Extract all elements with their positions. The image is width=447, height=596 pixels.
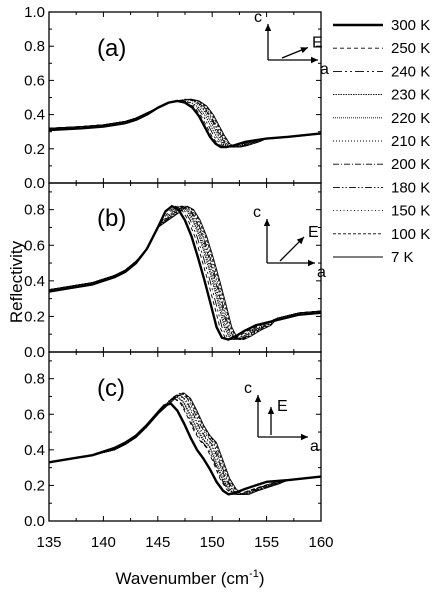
a-axis-label-panel1: a (320, 61, 329, 78)
y-tick-label-panel3: 0.2 (24, 477, 45, 494)
series-line-panel2-7k (48, 205, 322, 340)
y-tick-label-panel3: 0.8 (24, 371, 45, 388)
series-line-panel3-7k (48, 392, 322, 495)
legend-label-230k: 230 K (391, 87, 430, 104)
y-tick-label-panel1: 0.4 (24, 107, 45, 124)
series-line-panel1-220k (48, 98, 322, 148)
y-tick-label-panel1: 0.2 (24, 141, 45, 158)
y-tick-label-panel1: 0.8 (24, 38, 45, 55)
c-axis-arrow-icon-panel1-head (264, 24, 272, 31)
x-tick-label: 145 (145, 534, 170, 551)
series-line-panel2-180k (48, 205, 322, 340)
c-axis-label-panel1: c (254, 9, 262, 26)
legend-label-300k: 300 K (391, 17, 430, 34)
series-line-panel1-210k (48, 98, 322, 148)
legend-label-210k: 210 K (391, 133, 430, 150)
legend-label-240k: 240 K (391, 63, 430, 80)
e-field-arrow-icon-panel1-head (300, 47, 308, 54)
e-field-label-panel1: E (312, 35, 323, 52)
y-tick-label-panel1: 0.0 (24, 175, 45, 192)
y-tick-label-panel2: 0.6 (24, 237, 45, 254)
series-line-panel2-300k (48, 204, 322, 341)
legend-label-100k: 100 K (391, 226, 430, 243)
x-tick-label: 135 (36, 534, 61, 551)
panel-label-3: (c) (97, 375, 125, 402)
y-axis-title: Reflectivity (7, 240, 26, 323)
x-axis-title-main: Wavenumber (cm (116, 569, 250, 588)
y-tick-label-panel1: 0.6 (24, 72, 45, 89)
legend-label-250k: 250 K (391, 40, 430, 57)
y-tick-label-panel3: 0.4 (24, 442, 45, 459)
c-axis-label-panel2: c (253, 204, 261, 221)
x-tick-label: 160 (308, 534, 333, 551)
x-tick-label: 140 (91, 534, 116, 551)
x-tick-label: 150 (200, 534, 225, 551)
x-axis-title-close: ) (259, 569, 265, 588)
a-axis-label-panel2: a (317, 264, 326, 281)
e-field-arrow-icon-panel3-head (267, 407, 275, 414)
y-tick-label-panel3: 0.6 (24, 406, 45, 423)
series-line-panel3-180k (48, 392, 322, 495)
series-line-panel1-150k (48, 98, 322, 148)
x-tick-label: 155 (254, 534, 279, 551)
x-axis-title-sup: -1 (249, 568, 259, 580)
legend-label-220k: 220 K (391, 110, 430, 127)
series-line-panel1-7k (48, 98, 322, 148)
series-line-panel2-220k (48, 205, 322, 340)
y-tick-label-panel2: 0.0 (24, 344, 45, 361)
series-line-panel1-250k (48, 100, 322, 148)
legend-label-150k: 150 K (391, 203, 430, 220)
panel-label-1: (a) (97, 35, 126, 62)
e-field-label-panel2: E (308, 224, 319, 241)
legend-label-180k: 180 K (391, 179, 430, 196)
e-field-arrow-icon-panel2-head (296, 236, 305, 245)
series-line-panel1-240k (48, 100, 322, 148)
series-line-panel2-230k (48, 205, 322, 340)
a-axis-arrow-icon-panel2-head (308, 259, 315, 267)
legend-label-200k: 200 K (391, 156, 430, 173)
legend-label-7k: 7 K (391, 249, 414, 266)
c-axis-label-panel3: c (244, 380, 252, 397)
series-line-panel2-100k (48, 205, 322, 340)
panel-frame-1 (48, 11, 322, 184)
series-line-panel1-200k (48, 98, 322, 148)
a-axis-arrow-icon-panel3-head (301, 433, 308, 441)
x-axis-title: Wavenumber (cm-1) (116, 568, 265, 588)
y-tick-label-panel1: 1.0 (24, 4, 45, 21)
a-axis-label-panel3: a (310, 438, 319, 455)
y-tick-label-panel3: 0.0 (24, 513, 45, 530)
panel-label-2: (b) (97, 205, 126, 232)
series-line-panel1-100k (48, 98, 322, 148)
y-tick-label-panel2: 0.8 (24, 202, 45, 219)
c-axis-arrow-icon-panel3-head (254, 395, 262, 402)
series-line-panel3-300k (48, 402, 322, 496)
series-line-panel2-150k (48, 205, 322, 340)
series-line-panel1-230k (48, 100, 322, 148)
a-axis-arrow-icon-panel1-head (311, 56, 318, 64)
series-line-panel1-180k (48, 98, 322, 148)
e-field-label-panel3: E (277, 398, 288, 415)
series-line-panel1-300k (48, 99, 322, 149)
y-tick-label-panel2: 0.4 (24, 273, 45, 290)
c-axis-arrow-icon-panel2-head (263, 219, 271, 226)
y-tick-label-panel2: 0.2 (24, 308, 45, 325)
